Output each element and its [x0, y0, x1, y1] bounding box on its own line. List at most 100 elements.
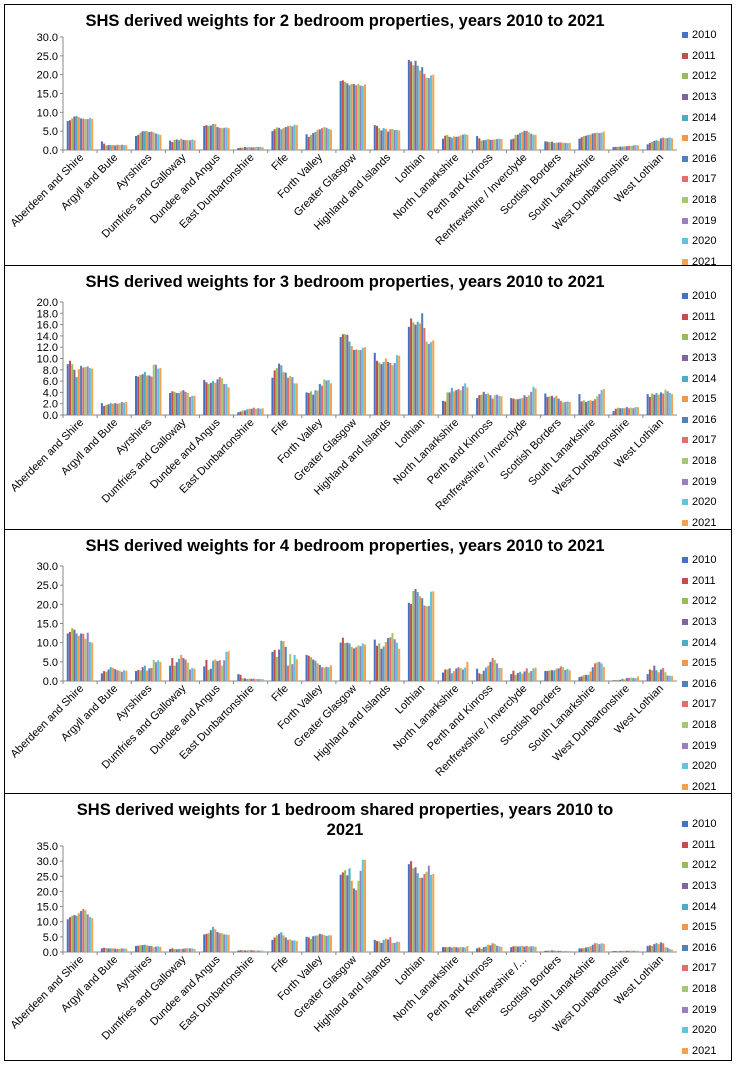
- bar-2013-10: [414, 867, 417, 952]
- bar-2015-17: [657, 944, 660, 952]
- bar-2018-13: [527, 672, 530, 681]
- bar-2015-3: [180, 654, 183, 681]
- legend-item: 2021: [682, 252, 730, 273]
- legend-swatch: [682, 1047, 688, 1054]
- bar-2010-4: [203, 934, 206, 952]
- bar-2013-2: [141, 374, 144, 415]
- bar-2015-14: [555, 142, 558, 150]
- bar-2012-15: [582, 136, 585, 150]
- bar-2020-17: [668, 948, 671, 952]
- bar-2015-4: [214, 929, 217, 952]
- bar-2012-7: [309, 657, 312, 681]
- bar-2018-15: [596, 396, 599, 415]
- bar-2012-13: [514, 134, 517, 150]
- bar-2021-11: [466, 134, 469, 150]
- bar-2020-3: [191, 139, 194, 150]
- bar-2014-11: [450, 137, 453, 150]
- bar-2014-9: [382, 939, 385, 952]
- bar-2016-17: [659, 138, 662, 150]
- bar-2010-13: [510, 398, 513, 415]
- bar-2021-1: [125, 145, 128, 150]
- legend-label: 2019: [692, 739, 717, 752]
- bar-2012-13: [514, 399, 517, 415]
- bar-2016-15: [591, 944, 594, 952]
- bar-2015-15: [589, 946, 592, 952]
- bar-2014-12: [484, 946, 487, 952]
- bar-2016-17: [659, 669, 662, 681]
- bar-2011-1: [103, 143, 106, 150]
- bar-2017-17: [662, 393, 665, 415]
- bar-2013-5: [243, 410, 246, 415]
- bar-2013-15: [585, 947, 588, 952]
- bar-2013-1: [107, 145, 110, 150]
- bar-2019-7: [325, 127, 328, 150]
- bar-2015-4: [214, 659, 217, 681]
- bar-2019-3: [189, 140, 192, 150]
- bar-2014-1: [109, 948, 112, 952]
- bar-2017-4: [218, 127, 221, 150]
- bar-2018-7: [323, 127, 326, 150]
- bar-2017-10: [423, 73, 426, 150]
- bar-2014-3: [177, 392, 180, 415]
- legend-swatch: [682, 821, 688, 828]
- bar-2018-12: [493, 659, 496, 681]
- bar-2018-4: [220, 378, 223, 415]
- bar-2017-9: [389, 937, 392, 952]
- legend-swatch: [682, 258, 688, 265]
- bar-2020-12: [498, 667, 501, 681]
- bar-2011-16: [614, 146, 617, 150]
- bar-2014-12: [484, 139, 487, 150]
- legend-swatch: [682, 903, 688, 910]
- bar-2011-5: [239, 950, 242, 952]
- bar-2021-8: [364, 347, 367, 415]
- bar-2017-0: [82, 633, 85, 681]
- legend-label: 2014: [692, 111, 717, 124]
- bar-2013-3: [175, 139, 178, 150]
- x-tick-label: Lothian: [393, 954, 427, 988]
- bar-2021-5: [261, 679, 264, 681]
- bar-2010-2: [134, 136, 138, 150]
- bar-2019-17: [666, 391, 669, 415]
- legend-swatch: [682, 155, 688, 162]
- legend-swatch: [682, 722, 688, 729]
- bar-2012-12: [480, 140, 483, 150]
- bar-2017-11: [457, 136, 460, 150]
- bar-2018-9: [391, 942, 394, 952]
- legend-swatch: [682, 114, 688, 121]
- bar-2014-11: [450, 673, 453, 681]
- bar-2018-14: [562, 142, 565, 150]
- bar-2013-2: [141, 945, 144, 952]
- bar-2018-16: [630, 677, 633, 681]
- x-tick-label: Greater Glasgow: [292, 683, 359, 750]
- bar-2010-11: [441, 138, 445, 150]
- bar-2010-12: [476, 136, 479, 150]
- y-tick-label: 20.0: [37, 886, 58, 898]
- y-tick-label: 20.0: [37, 297, 58, 309]
- bar-2019-9: [393, 942, 396, 952]
- bar-2021-4: [227, 128, 230, 150]
- bar-2011-8: [341, 872, 344, 952]
- bar-2010-1: [100, 141, 103, 150]
- bar-2017-7: [321, 385, 324, 415]
- bar-2019-10: [427, 605, 430, 681]
- bar-2016-11: [455, 668, 458, 681]
- bar-2017-1: [116, 948, 119, 952]
- bar-2013-17: [653, 140, 656, 150]
- bar-2017-15: [593, 663, 596, 681]
- bar-2017-13: [525, 945, 528, 952]
- bar-2010-0: [66, 919, 69, 952]
- legend-item: 2020: [682, 756, 730, 777]
- bar-2014-5: [246, 950, 249, 952]
- bar-2020-0: [88, 368, 91, 415]
- bar-2012-3: [173, 665, 176, 681]
- bar-2012-16: [616, 146, 619, 150]
- bar-2021-8: [364, 84, 367, 150]
- bar-2020-7: [327, 379, 330, 415]
- legend-item: 2020: [682, 1020, 730, 1041]
- bar-2018-4: [220, 128, 223, 150]
- bar-2012-14: [548, 950, 551, 952]
- bar-2010-4: [203, 125, 206, 150]
- bar-2021-16: [636, 950, 639, 952]
- legend-swatch: [682, 197, 688, 204]
- bar-2012-10: [412, 868, 415, 952]
